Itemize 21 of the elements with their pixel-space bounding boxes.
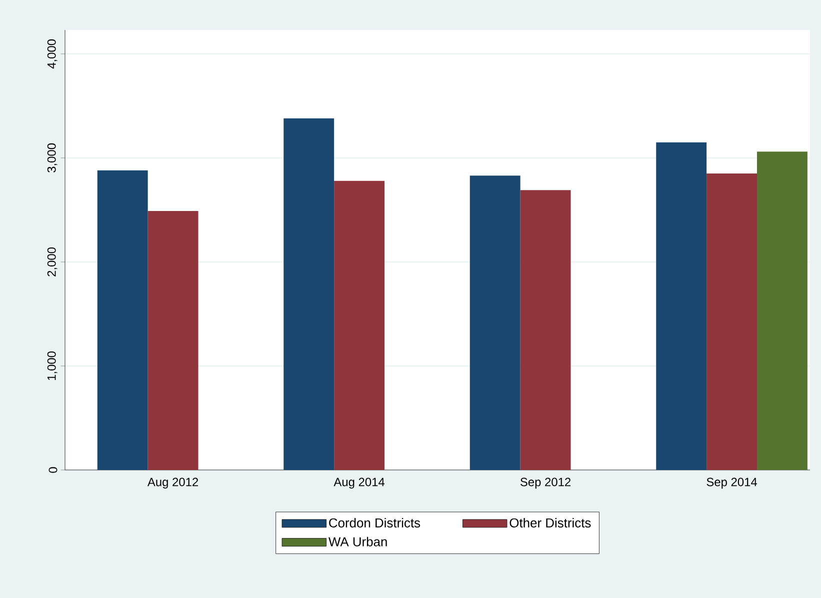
y-tick-label: 2,000 [47,247,58,276]
bar [148,210,198,470]
bar [284,118,334,470]
x-tick-label: Sep 2012 [520,478,571,489]
y-tick-label: 4,000 [47,39,58,69]
x-tick-label: Aug 2012 [147,478,198,489]
y-tick-label: 0 [48,467,58,473]
legend-label: Other Districts [510,518,591,528]
legend-label: Cordon Districts [329,518,420,528]
bar [706,174,758,470]
y-tick-label: 1,000 [47,351,58,380]
bar [656,142,707,470]
y-tick-label: 3,000 [47,143,58,172]
bar [97,170,148,470]
x-tick-label: Sep 2014 [706,478,758,489]
bar [470,176,520,470]
bar [334,180,385,470]
bar [757,152,808,470]
bar [520,190,571,470]
x-tick-label: Aug 2014 [334,478,385,489]
legend-label: WA Urban [328,536,387,546]
